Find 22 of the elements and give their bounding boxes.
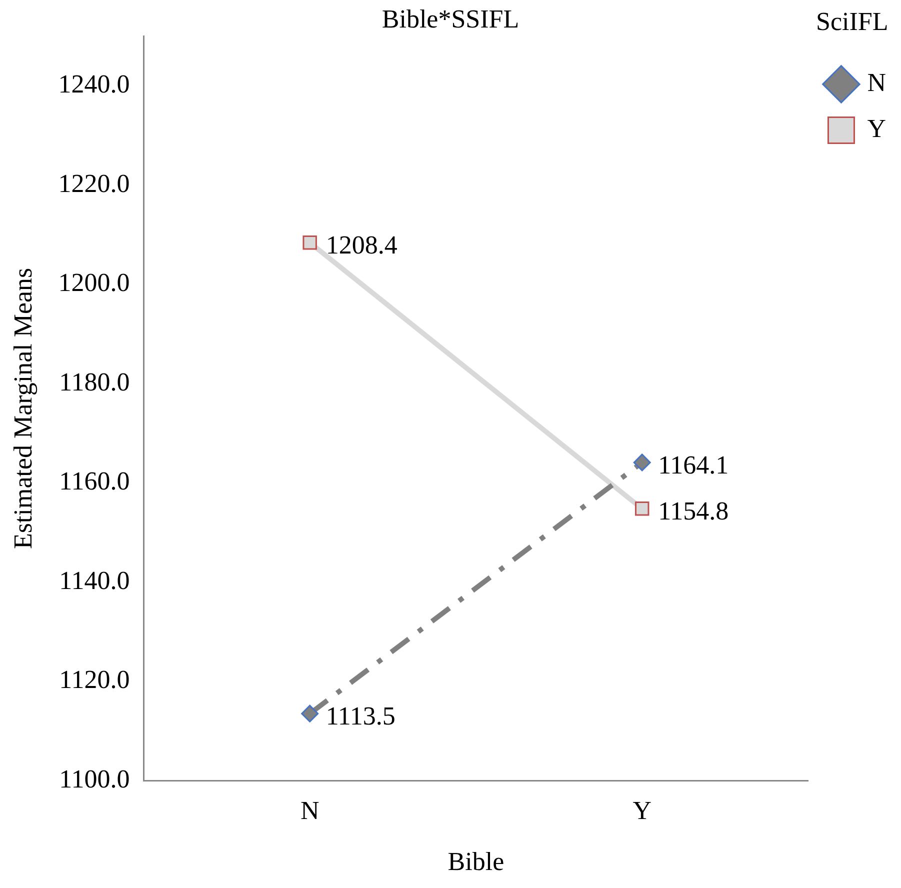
y-tick-label: 1200.0	[58, 268, 130, 298]
y-tick-label: 1180.0	[59, 367, 130, 396]
point	[634, 502, 650, 516]
y-tick-label: 1140.0	[59, 566, 130, 595]
data-label: 1164.1	[658, 450, 729, 480]
y-tick-label: 1100.0	[59, 764, 130, 794]
y-tick-label: 1220.0	[58, 168, 130, 198]
data-label: 1154.8	[658, 496, 729, 526]
legend-label: N	[867, 68, 886, 98]
point	[302, 236, 317, 250]
chart-title: Bible*SSIFL	[382, 4, 520, 34]
data-label: 1113.5	[326, 701, 396, 730]
y-axis-title: Estimated Marginal Means	[8, 268, 38, 549]
point	[633, 454, 651, 472]
y-tick-label: 1160.0	[59, 466, 130, 496]
legend-label: Y	[867, 114, 886, 144]
point	[301, 704, 319, 722]
x-axis-title: Bible	[448, 847, 504, 876]
legend-title: SciIFL	[816, 6, 888, 36]
y-tick-label: 1120.0	[59, 665, 130, 694]
data-label: 1208.4	[326, 230, 398, 260]
y-tick-label: 1240.0	[58, 70, 130, 99]
